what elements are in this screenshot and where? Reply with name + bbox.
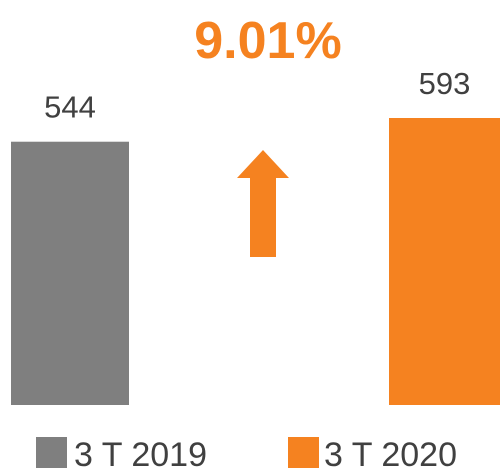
value-label: 544	[44, 90, 96, 125]
legend-label: 3 T 2019	[74, 436, 207, 474]
bar	[11, 141, 129, 405]
legend-label: 3 T 2020	[324, 436, 457, 474]
bar	[389, 118, 500, 405]
legend-swatch	[288, 437, 319, 468]
legend-swatch	[36, 437, 67, 468]
value-label: 593	[419, 66, 471, 101]
up-arrow	[237, 150, 289, 257]
annotation: 9.01%	[194, 12, 341, 70]
